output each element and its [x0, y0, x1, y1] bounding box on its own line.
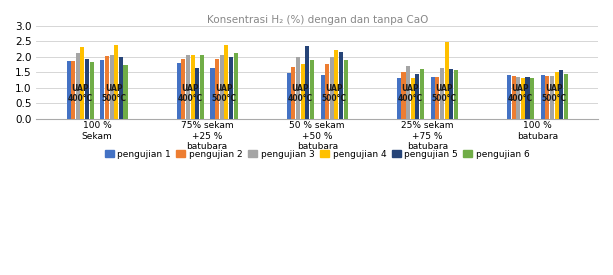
- Text: UAP
400°C: UAP 400°C: [67, 84, 93, 103]
- Bar: [114, 45, 118, 119]
- Bar: [454, 70, 458, 119]
- Bar: [559, 70, 563, 119]
- Bar: [564, 74, 568, 119]
- Bar: [541, 75, 545, 119]
- Text: UAP
400°C: UAP 400°C: [398, 84, 423, 103]
- Bar: [546, 76, 549, 119]
- Bar: [229, 57, 233, 119]
- Bar: [406, 66, 410, 119]
- Bar: [195, 68, 199, 119]
- Bar: [119, 57, 123, 119]
- Bar: [296, 57, 300, 119]
- Bar: [67, 61, 70, 119]
- Bar: [89, 62, 94, 119]
- Bar: [310, 60, 314, 119]
- Bar: [325, 64, 329, 119]
- Bar: [402, 72, 406, 119]
- Bar: [507, 75, 511, 119]
- Text: UAP
400°C: UAP 400°C: [178, 84, 203, 103]
- Bar: [210, 68, 215, 119]
- Text: UAP
500°C: UAP 500°C: [322, 84, 346, 103]
- Bar: [431, 77, 435, 119]
- Bar: [530, 78, 534, 119]
- Bar: [416, 74, 419, 119]
- Bar: [512, 76, 516, 119]
- Bar: [420, 69, 424, 119]
- Text: UAP
500°C: UAP 500°C: [432, 84, 457, 103]
- Bar: [177, 63, 181, 119]
- Bar: [440, 68, 444, 119]
- Bar: [300, 64, 305, 119]
- Bar: [85, 59, 89, 119]
- Bar: [101, 60, 104, 119]
- Bar: [181, 59, 185, 119]
- Title: Konsentrasi H₂ (%) dengan dan tanpa CaO: Konsentrasi H₂ (%) dengan dan tanpa CaO: [207, 15, 428, 25]
- Bar: [219, 55, 224, 119]
- Bar: [435, 78, 440, 119]
- Bar: [123, 65, 128, 119]
- Bar: [321, 75, 325, 119]
- Bar: [516, 77, 520, 119]
- Bar: [76, 53, 80, 119]
- Bar: [186, 55, 190, 119]
- Legend: pengujian 1, pengujian 2, pengujian 3, pengujian 4, pengujian 5, pengujian 6: pengujian 1, pengujian 2, pengujian 3, p…: [101, 146, 533, 163]
- Bar: [521, 78, 525, 119]
- Bar: [105, 56, 109, 119]
- Bar: [305, 46, 310, 119]
- Bar: [397, 78, 401, 119]
- Bar: [291, 67, 295, 119]
- Bar: [449, 68, 453, 119]
- Bar: [339, 52, 343, 119]
- Bar: [335, 50, 338, 119]
- Bar: [224, 45, 229, 119]
- Bar: [215, 59, 219, 119]
- Bar: [344, 60, 348, 119]
- Bar: [330, 57, 334, 119]
- Bar: [234, 53, 238, 119]
- Bar: [525, 76, 530, 119]
- Bar: [287, 73, 291, 119]
- Text: UAP
500°C: UAP 500°C: [542, 84, 567, 103]
- Bar: [71, 61, 75, 119]
- Text: UAP
400°C: UAP 400°C: [287, 84, 313, 103]
- Text: UAP
400°C: UAP 400°C: [508, 84, 533, 103]
- Bar: [110, 54, 113, 119]
- Bar: [444, 42, 449, 119]
- Text: UAP
500°C: UAP 500°C: [101, 84, 126, 103]
- Bar: [550, 76, 554, 119]
- Bar: [200, 54, 204, 119]
- Bar: [80, 47, 85, 119]
- Bar: [411, 78, 415, 119]
- Text: UAP
500°C: UAP 500°C: [211, 84, 237, 103]
- Bar: [191, 55, 194, 119]
- Bar: [555, 72, 558, 119]
